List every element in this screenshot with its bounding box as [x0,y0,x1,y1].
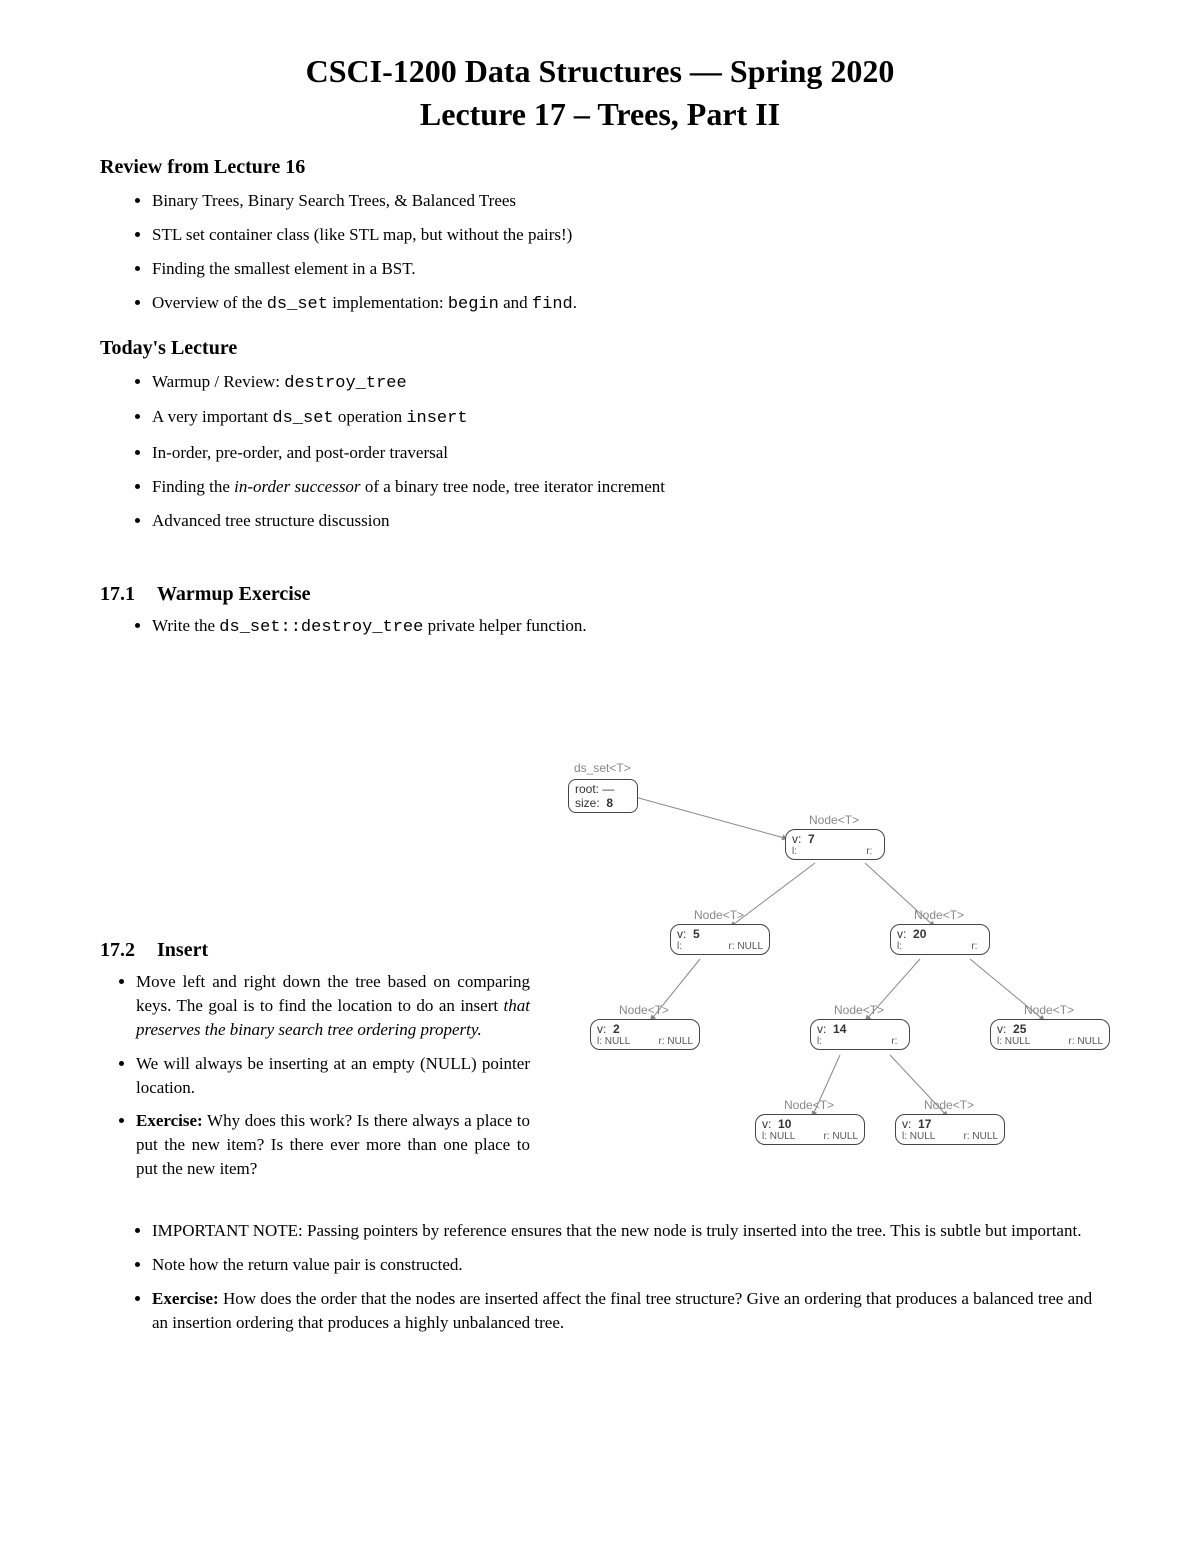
insert-section-row: 17.2 Insert Move left and right down the … [100,759,1100,1199]
tree-node: v: 2l: NULLr: NULL [590,1019,700,1050]
text: How does the order that the nodes are in… [152,1289,1092,1332]
insert-list-bottom: IMPORTANT NOTE: Passing pointers by refe… [100,1219,1100,1334]
text: Write the [152,616,219,635]
list-item: We will always be inserting at an empty … [136,1052,530,1100]
bold: Exercise: [152,1289,219,1308]
tree-node: v: 17l: NULLr: NULL [895,1114,1005,1145]
list-item: A very important ds_set operation insert [152,405,1100,431]
node-label: Node<T> [694,908,744,922]
bold: Exercise: [136,1111,203,1130]
list-item: Finding the in-order successor of a bina… [152,475,1100,499]
text: Overview of the [152,293,267,312]
text: Warmup / Review: [152,372,284,391]
ds-set-label: ds_set<T> [574,761,631,775]
text: . [573,293,577,312]
review-heading: Review from Lecture 16 [100,156,1100,179]
code: ds_set::destroy_tree [219,618,423,637]
code: find [532,295,573,314]
list-item: Advanced tree structure discussion [152,509,1100,533]
text: and [499,293,532,312]
list-item: Binary Trees, Binary Search Trees, & Bal… [152,189,1100,213]
tree-node: v: 7l: r: [785,829,885,860]
insert-list-left: Move left and right down the tree based … [100,970,530,1180]
node-label: Node<T> [619,1003,669,1017]
list-item: Exercise: Why does this work? Is there a… [136,1109,530,1180]
text: Move left and right down the tree based … [136,972,530,1015]
list-item: Write the ds_set::destroy_tree private h… [152,614,1100,640]
list-item: Warmup / Review: destroy_tree [152,370,1100,396]
node-label: Node<T> [924,1098,974,1112]
page: CSCI-1200 Data Structures — Spring 2020 … [0,0,1200,1411]
today-heading: Today's Lecture [100,337,1100,360]
section-number: 17.2 [100,939,135,961]
text: A very important [152,407,272,426]
page-title: CSCI-1200 Data Structures — Spring 2020 … [100,50,1100,136]
section-title: Warmup Exercise [157,583,311,605]
node-label: Node<T> [914,908,964,922]
insert-text-column: 17.2 Insert Move left and right down the … [100,759,530,1196]
list-item: Note how the return value pair is constr… [152,1253,1100,1277]
title-line-2: Lecture 17 – Trees, Part II [420,96,780,132]
section-17-1-head: 17.1 Warmup Exercise [100,583,1100,606]
emphasis: in-order successor [234,477,360,496]
list-item: Move left and right down the tree based … [136,970,530,1041]
code: ds_set [267,295,328,314]
node-label: Node<T> [1024,1003,1074,1017]
tree-node: v: 10l: NULLr: NULL [755,1114,865,1145]
list-item: Overview of the ds_set implementation: b… [152,291,1100,317]
tree-node: v: 20l: r: [890,924,990,955]
title-line-1: CSCI-1200 Data Structures — Spring 2020 [306,53,895,89]
code: insert [406,409,467,428]
list-item: IMPORTANT NOTE: Passing pointers by refe… [152,1219,1100,1243]
list-item: STL set container class (like STL map, b… [152,223,1100,247]
text: implementation: [328,293,448,312]
text: Finding the [152,477,234,496]
node-label: Node<T> [834,1003,884,1017]
section-17-2-head: 17.2 Insert [100,939,530,962]
code: ds_set [272,409,333,428]
section-number: 17.1 [100,583,135,605]
ds-set-box: root: —size: 8 [568,779,638,813]
section-title: Insert [157,939,208,961]
list-item: Finding the smallest element in a BST. [152,257,1100,281]
text: private helper function. [423,616,586,635]
text: operation [334,407,407,426]
code: begin [448,295,499,314]
review-list: Binary Trees, Binary Search Trees, & Bal… [100,189,1100,316]
tree-diagram: ds_set<T>root: —size: 8Node<T>v: 7l: r: … [560,759,1200,1199]
tree-node: v: 5l: r: NULL [670,924,770,955]
warmup-list: Write the ds_set::destroy_tree private h… [100,614,1100,640]
tree-diagram-column: ds_set<T>root: —size: 8Node<T>v: 7l: r: … [560,759,1200,1199]
text: of a binary tree node, tree iterator inc… [361,477,665,496]
tree-node: v: 14l: r: [810,1019,910,1050]
list-item: Exercise: How does the order that the no… [152,1287,1100,1335]
node-label: Node<T> [784,1098,834,1112]
today-list: Warmup / Review: destroy_tree A very imp… [100,370,1100,533]
code: destroy_tree [284,374,406,393]
tree-node: v: 25l: NULLr: NULL [990,1019,1110,1050]
node-label: Node<T> [809,813,859,827]
list-item: In-order, pre-order, and post-order trav… [152,441,1100,465]
